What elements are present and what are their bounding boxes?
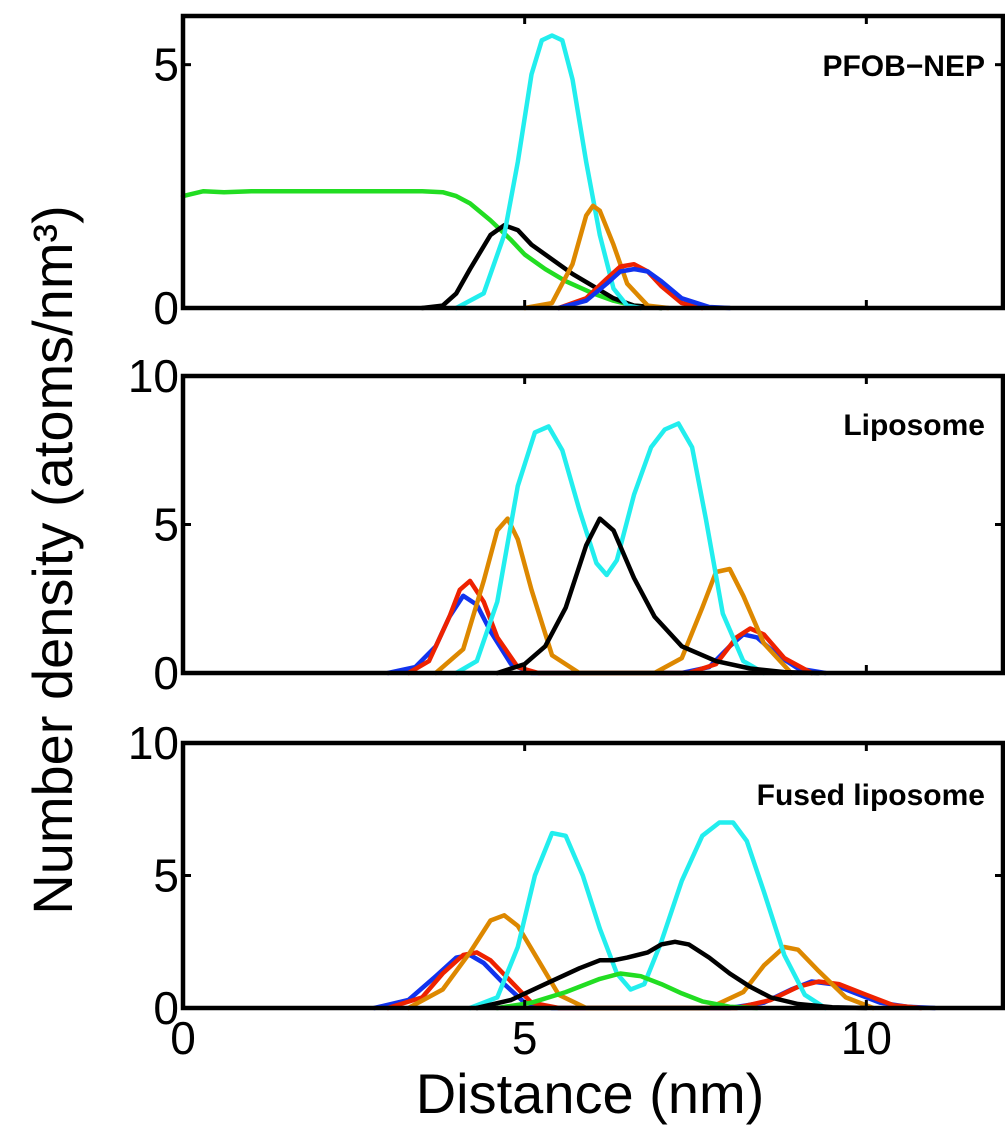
- panel-3: 0 5 10 0 5 10 Fused liposome: [128, 717, 1005, 1064]
- x-axis-label: Distance (nm): [416, 1062, 765, 1125]
- panel-2-ytick-label: 0: [153, 647, 179, 699]
- panel-3-ytick-label: 10: [128, 717, 179, 769]
- xtick-label: 10: [841, 1012, 892, 1064]
- panel-3-green-curve: [495, 971, 760, 1011]
- panel-2: 0 5 10 Liposome: [128, 350, 1005, 699]
- panel-2-black-curve: [495, 516, 821, 676]
- panel-3-ytick-label: 5: [153, 850, 179, 902]
- panel-3-black-curve: [474, 939, 869, 1011]
- y-axis-label: Number density (atoms/nm³): [21, 205, 84, 915]
- panel-1-ytick-label: 0: [153, 282, 179, 334]
- panel-2-ytick-label: 10: [128, 350, 179, 402]
- panel-2-cyan-curve: [454, 421, 767, 676]
- panel-1-cyan-curve: [454, 33, 644, 311]
- panel-1-ytick-label: 5: [153, 39, 179, 91]
- panel-2-ytick-label: 5: [153, 499, 179, 551]
- panel-2-title: Liposome: [843, 409, 985, 442]
- panel-1-blue-curve: [556, 266, 732, 311]
- panel-1: 0 5 PFOB−NEP: [153, 13, 1005, 334]
- xtick-label: 0: [170, 1012, 196, 1064]
- panel-3-cyan-curve: [467, 820, 828, 1011]
- panel-1-red-curve: [556, 261, 705, 311]
- panel-1-black-curve: [419, 223, 664, 311]
- panel-1-orange-curve: [522, 203, 671, 311]
- panel-3-ytick-label: 0: [153, 982, 179, 1034]
- xtick-label: 5: [512, 1012, 538, 1064]
- panel-3-title: Fused liposome: [757, 779, 985, 812]
- panel-1-frame: [180, 13, 1005, 311]
- panel-1-title: PFOB−NEP: [822, 50, 985, 83]
